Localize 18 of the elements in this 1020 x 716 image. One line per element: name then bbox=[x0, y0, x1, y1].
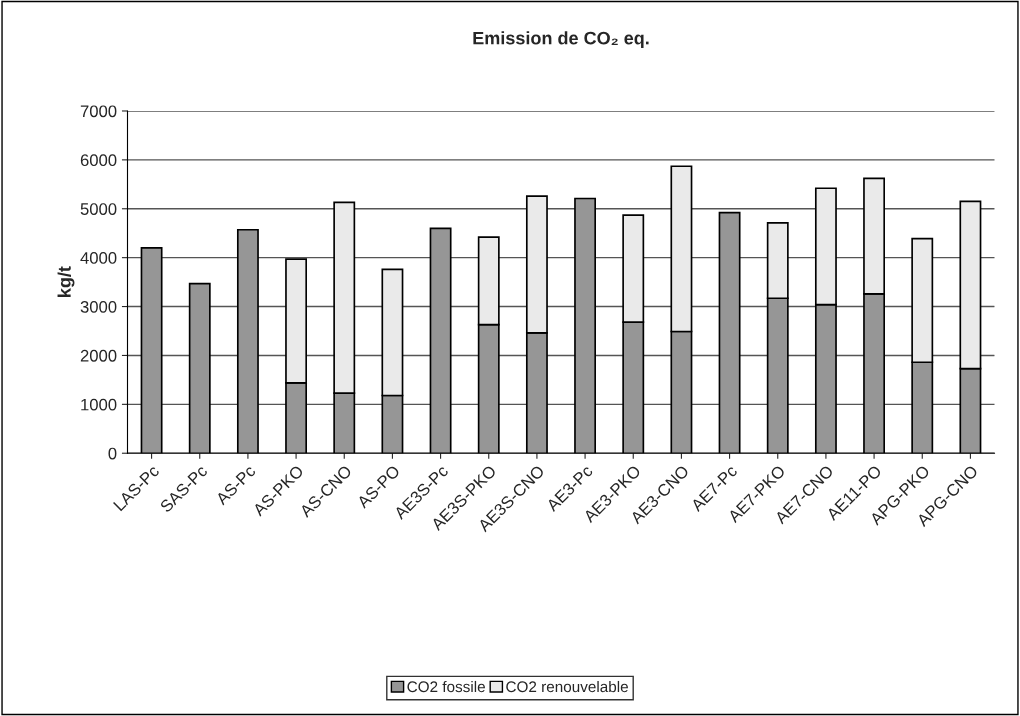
bar bbox=[140, 247, 163, 454]
y-tick-label: 5000 bbox=[80, 203, 117, 215]
bar bbox=[188, 282, 211, 454]
legend-label: CO2 renouvelable bbox=[506, 680, 628, 693]
chart-title: Emission de CO₂ eq. bbox=[473, 31, 649, 49]
y-tick-label: 4000 bbox=[80, 252, 117, 264]
y-tick-label: 0 bbox=[108, 447, 117, 460]
y-tick-label: 3000 bbox=[80, 300, 117, 313]
y-tick-label: 1000 bbox=[81, 398, 117, 411]
bar bbox=[574, 197, 597, 454]
y-tick-label: 6000 bbox=[80, 154, 117, 167]
y-tick-label: 2000 bbox=[80, 349, 117, 362]
bar bbox=[718, 211, 741, 454]
y-tick-label: 7000 bbox=[80, 105, 117, 118]
bar bbox=[429, 227, 452, 454]
legend-label: CO2 fossile bbox=[407, 680, 485, 693]
bar bbox=[236, 228, 259, 454]
y-axis-title: kg/t bbox=[57, 266, 75, 297]
